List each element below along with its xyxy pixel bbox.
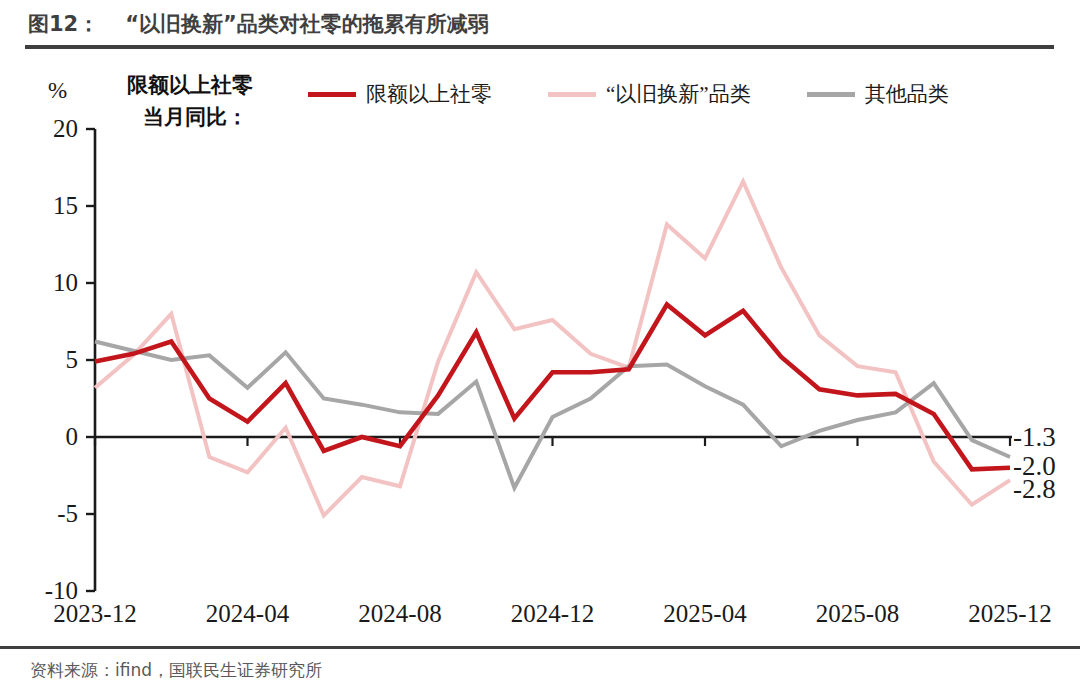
line-chart-plot-area: 20151050-5-102023-122024-042024-082024-1… [0,60,1080,646]
x-axis-tick-label: 2023-12 [53,600,136,627]
chart-title-text: “以旧换新”品类对社零的拖累有所减弱 [125,12,489,36]
x-axis-tick-label: 2025-12 [968,600,1051,627]
y-axis-tick-label: 10 [53,269,78,296]
x-axis-tick-label: 2024-04 [206,600,290,627]
series-line-“以旧换新”品类 [95,181,1010,515]
y-axis-tick-label: 15 [53,192,78,219]
x-axis-tick-label: 2025-04 [663,600,747,627]
y-axis-tick-label: 5 [66,346,79,373]
x-axis-tick-label: 2024-12 [511,600,594,627]
series-end-value-label: -2.8 [1013,474,1056,504]
y-axis-tick-label: 0 [66,423,79,450]
title-underline-rule [25,45,1054,49]
source-note: 资料来源：ifind，国联民生证券研究所 [30,659,1080,682]
series-end-value-label: -1.3 [1013,422,1056,452]
x-axis-tick-label: 2024-08 [358,600,441,627]
x-axis-tick-label: 2025-08 [816,600,899,627]
footer: 资料来源：ifind，国联民生证券研究所 [0,646,1080,682]
report-chart-page: 图12：“以旧换新”品类对社零的拖累有所减弱 % 限额以上社零 当月同比： 限额… [0,0,1080,698]
y-axis-tick-label: -5 [57,500,78,527]
chart-title-prefix: 图12： [28,12,99,36]
y-axis-tick-label: 20 [53,115,78,142]
chart-title: 图12： “以旧换新”品类对社零的拖累有所减弱 [28,10,1054,38]
